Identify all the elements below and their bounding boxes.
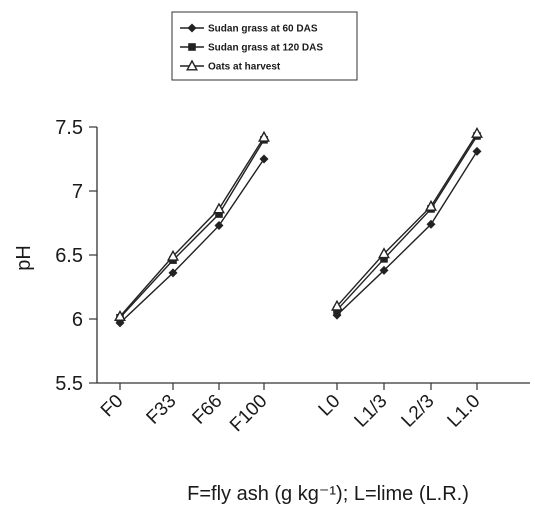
- x-tick-label: L1/3: [351, 391, 392, 432]
- y-tick-label: 6.5: [55, 245, 83, 267]
- legend-marker: [187, 23, 197, 33]
- x-ticks: F0 F33 F66 F100 L0 L1/3 L2/3 L1.0: [97, 383, 485, 436]
- y-tick-label: 5.5: [55, 373, 83, 395]
- x-tick-label: F100: [226, 391, 271, 436]
- legend: Sudan grass at 60 DAS Sudan grass at 120 …: [171, 11, 358, 81]
- legend-items: Sudan grass at 60 DAS Sudan grass at 120 …: [180, 23, 323, 73]
- legend-label: Oats at harvest: [208, 62, 281, 73]
- x-tick-label: F33: [143, 391, 181, 429]
- x-tick-label: L0: [315, 391, 345, 421]
- data-point: [471, 126, 483, 138]
- y-tick-label: 7.5: [55, 117, 83, 139]
- legend-marker: [188, 43, 196, 51]
- x-tick-label: F66: [189, 391, 227, 429]
- data-point: [472, 146, 482, 156]
- data-point: [259, 154, 269, 164]
- series-line: [119, 158, 265, 324]
- y-axis-label: pH: [13, 245, 35, 271]
- data-point: [426, 219, 436, 229]
- series-line: [336, 150, 478, 316]
- x-tick-label: F0: [97, 391, 128, 422]
- data-point: [379, 265, 389, 275]
- series-lines: [119, 133, 478, 324]
- data-point: [214, 221, 224, 231]
- series-line: [119, 136, 265, 317]
- x-axis-label: F=fly ash (g kg⁻¹); L=lime (L.R.): [187, 483, 469, 505]
- y-tick-label: 6: [72, 309, 83, 331]
- data-point: [168, 268, 178, 278]
- data-point: [331, 299, 343, 311]
- y-ticks: 5.5 6 6.5 7 7.5: [55, 117, 97, 395]
- series-line: [119, 139, 265, 319]
- data-point: [213, 202, 225, 214]
- series-line: [336, 135, 478, 311]
- data-point: [215, 210, 223, 218]
- series-line: [336, 133, 478, 307]
- x-tick-label: L1.0: [444, 391, 485, 432]
- y-tick-label: 7: [72, 181, 83, 203]
- legend-box: [171, 11, 358, 81]
- data-point: [425, 199, 437, 211]
- legend-label: Sudan grass at 120 DAS: [208, 43, 323, 54]
- data-point: [258, 130, 270, 142]
- x-tick-label: L2/3: [398, 391, 439, 432]
- legend-label: Sudan grass at 60 DAS: [208, 24, 318, 35]
- legend-marker: [186, 59, 198, 71]
- series-markers: [114, 126, 483, 328]
- data-point: [380, 255, 388, 263]
- data-point: [378, 247, 390, 259]
- data-point: [167, 249, 179, 261]
- data-point: [114, 309, 126, 321]
